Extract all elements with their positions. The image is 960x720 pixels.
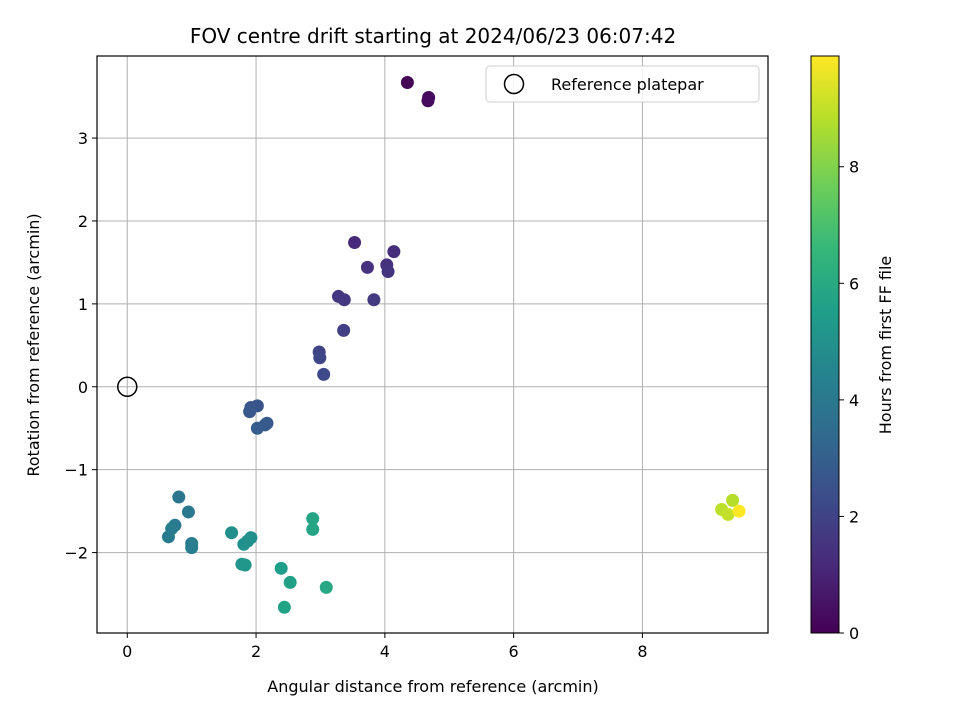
colorbar-tick-label: 6 (849, 274, 859, 293)
data-point (181, 505, 195, 519)
legend-box (485, 65, 760, 103)
colorbar-tick-label: 8 (849, 158, 859, 177)
data-point (421, 94, 435, 108)
legend-label: Reference platepar (551, 75, 704, 94)
y-tick-label: −1 (64, 461, 88, 480)
data-point (172, 490, 186, 504)
y-tick-label: 2 (78, 212, 88, 231)
data-point (317, 367, 331, 381)
colorbar-title: Hours from first FF file (876, 256, 895, 435)
data-point (400, 76, 414, 90)
y-tick-label: −2 (64, 544, 88, 563)
y-tick-label: 3 (78, 129, 88, 148)
data-point (243, 405, 257, 419)
colorbar-tick-label: 0 (849, 624, 859, 643)
plot-area: 0 2 4 6 8 −2 −1 0 1 2 3 (64, 55, 769, 661)
data-point (313, 351, 327, 365)
data-point (337, 293, 351, 307)
data-point (277, 600, 291, 614)
data-point (306, 512, 320, 526)
data-point (185, 541, 199, 555)
colorbar-bar (810, 55, 840, 634)
data-point (237, 537, 251, 551)
data-point (360, 260, 374, 274)
data-point (367, 293, 381, 307)
data-point (337, 323, 351, 337)
data-point (348, 236, 362, 250)
x-tick-label: 4 (380, 642, 390, 661)
y-tick-label: 1 (78, 295, 88, 314)
colorbar: 0 2 4 6 8 (810, 55, 859, 643)
colorbar-tick-label: 2 (849, 507, 859, 526)
legend-marker (503, 73, 525, 95)
data-point (274, 561, 288, 575)
data-point (306, 522, 320, 536)
x-tick-label: 2 (251, 642, 261, 661)
data-point (721, 507, 735, 521)
data-point (381, 265, 395, 279)
data-point (225, 526, 239, 540)
x-axis-title: Angular distance from reference (arcmin) (267, 677, 598, 696)
data-point (283, 575, 297, 589)
data-point (250, 421, 264, 435)
data-point (319, 580, 333, 594)
plot-frame (96, 55, 769, 634)
x-tick-label: 0 (122, 642, 132, 661)
x-tick-label: 6 (509, 642, 519, 661)
data-point (726, 493, 740, 507)
legend: Reference platepar (485, 65, 760, 103)
colorbar-tick-label: 4 (849, 391, 859, 410)
x-tick-label: 8 (637, 642, 647, 661)
data-point (238, 558, 252, 572)
y-tick-label: 0 (78, 378, 88, 397)
chart-title: FOV centre drift starting at 2024/06/23 … (190, 24, 676, 48)
reference-marker (117, 376, 138, 398)
data-point (161, 530, 175, 544)
data-point (732, 504, 746, 518)
data-point (387, 245, 401, 259)
y-axis-title: Rotation from reference (arcmin) (24, 213, 43, 476)
